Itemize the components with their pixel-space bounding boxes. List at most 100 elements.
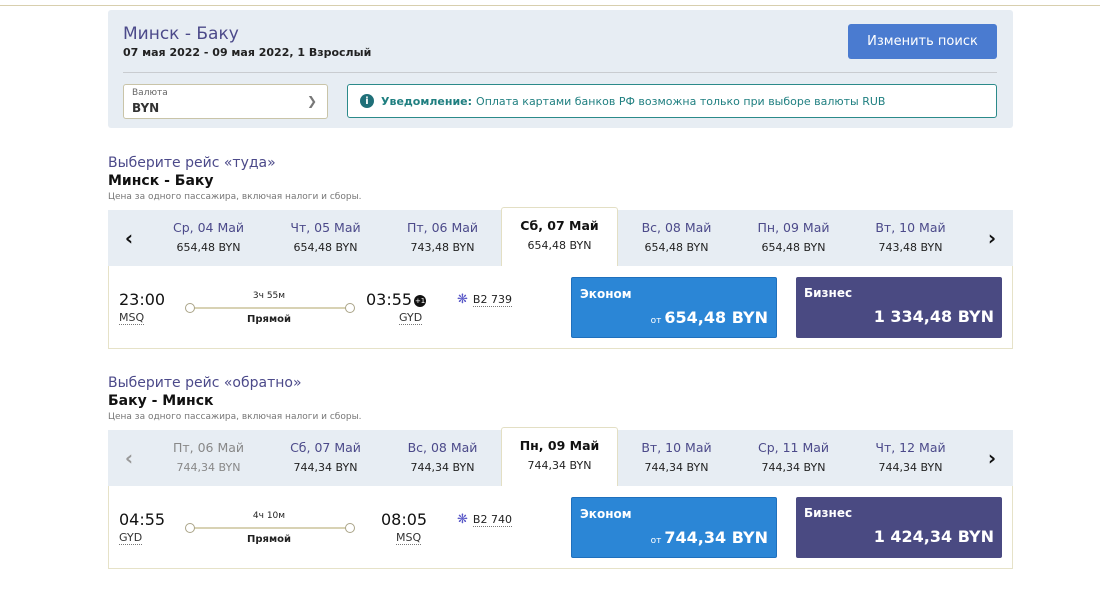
date-tab-price: 654,48 BYN: [761, 241, 826, 254]
section-route: Минск - Баку: [108, 173, 214, 189]
fare-price-value: 744,34 BYN: [664, 528, 768, 547]
flight-type: Прямой: [247, 534, 291, 545]
arrival-airport[interactable]: MSQ: [396, 531, 422, 545]
duration: 3ч 55м: [252, 291, 286, 301]
from-label: от: [650, 536, 662, 546]
date-tab[interactable]: Вт, 10 Май 744,34 BYN: [618, 430, 735, 486]
notice-label: Уведомление:: [381, 94, 473, 108]
date-tab-price: 654,48 BYN: [293, 241, 358, 254]
fare-name: Бизнес: [804, 286, 853, 300]
arrival-airport[interactable]: GYD: [399, 311, 423, 325]
departure-airport[interactable]: GYD: [119, 531, 143, 545]
date-tab[interactable]: Чт, 05 Май 654,48 BYN: [267, 210, 384, 266]
price-note: Цена за одного пассажира, включая налоги…: [108, 192, 362, 202]
fare-price: 1 424,34 BYN: [873, 527, 994, 546]
flight-number-text: B2 740: [472, 513, 512, 527]
economy-fare-button[interactable]: Эконом от 654,48 BYN: [571, 277, 777, 338]
date-tab[interactable]: Вт, 10 Май 743,48 BYN: [852, 210, 969, 266]
date-tab-price: 744,34 BYN: [176, 461, 241, 474]
business-fare-button[interactable]: Бизнес 1 424,34 BYN: [796, 497, 1002, 558]
chevron-right-icon[interactable]: ›: [987, 446, 997, 470]
route-line: [189, 307, 349, 309]
date-tab-price: 743,48 BYN: [878, 241, 943, 254]
search-summary: Минск - Баку 07 мая 2022 - 09 мая 2022, …: [108, 10, 1013, 128]
outbound-section: Выберите рейс «туда» Минск - Баку Цена з…: [108, 155, 1013, 349]
notice-banner: i Уведомление: Оплата картами банков РФ …: [347, 84, 997, 118]
date-tab-date: Чт, 05 Май: [290, 220, 361, 235]
origin-dot: [185, 303, 195, 313]
change-search-button[interactable]: Изменить поиск: [848, 24, 997, 59]
route-line: [189, 527, 349, 529]
section-heading: Выберите рейс «туда»: [108, 155, 276, 171]
date-tab[interactable]: Пн, 09 Май 654,48 BYN: [735, 210, 852, 266]
date-tab-date: Пт, 06 Май: [172, 440, 245, 455]
date-tab-date: Пн, 09 Май: [757, 220, 830, 235]
search-details: 07 мая 2022 - 09 мая 2022, 1 Взрослый: [123, 46, 372, 59]
date-strip: ‹ Ср, 04 Май 654,48 BYN Чт, 05 Май 654,4…: [108, 207, 1013, 267]
date-tab-date: Вт, 10 Май: [641, 440, 712, 455]
fare-name: Эконом: [580, 507, 632, 521]
date-tab-price: 744,34 BYN: [410, 461, 475, 474]
next-day-badge: +1: [414, 294, 427, 307]
date-tab-date: Вс, 08 Май: [641, 220, 712, 235]
flight-number[interactable]: ❋ B2 740: [457, 512, 512, 527]
date-tab-date: Вс, 08 Май: [407, 440, 478, 455]
currency-select[interactable]: Валюта BYN ❯: [123, 84, 328, 119]
currency-label: Валюта: [132, 88, 168, 98]
destination-dot: [345, 523, 355, 533]
origin-dot: [185, 523, 195, 533]
date-tab-price: 744,34 BYN: [878, 461, 943, 474]
date-tab[interactable]: Сб, 07 Май 744,34 BYN: [267, 430, 384, 486]
fare-price: от 654,48 BYN: [651, 308, 768, 327]
date-tab-price: 654,48 BYN: [176, 241, 241, 254]
arrival-time-text: 03:55: [366, 290, 413, 309]
date-tab[interactable]: Ср, 04 Май 654,48 BYN: [150, 210, 267, 266]
fare-price: от 744,34 BYN: [651, 528, 768, 547]
date-tab-price: 654,48 BYN: [527, 239, 592, 252]
economy-fare-button[interactable]: Эконом от 744,34 BYN: [571, 497, 777, 558]
date-tab[interactable]: Пн, 09 Май 744,34 BYN: [501, 427, 618, 487]
section-route: Баку - Минск: [108, 393, 214, 409]
business-fare-button[interactable]: Бизнес 1 334,48 BYN: [796, 277, 1002, 338]
flight-type: Прямой: [247, 314, 291, 325]
chevron-left-icon[interactable]: ‹: [124, 226, 134, 250]
flight-number[interactable]: ❋ B2 739: [457, 292, 512, 307]
flight-row[interactable]: 04:55 GYD 4ч 10м Прямой 08:05 MSQ ❋ B2 74…: [108, 486, 1013, 569]
arrival-time-text: 08:05: [381, 510, 428, 529]
date-tab-price: 744,34 BYN: [293, 461, 358, 474]
date-tab-date: Сб, 07 Май: [520, 218, 599, 233]
date-tab-date: Пн, 09 Май: [519, 438, 600, 453]
chevron-left-icon[interactable]: ‹: [124, 446, 134, 470]
route-title: Минск - Баку: [123, 24, 239, 44]
airline-logo-icon: ❋: [457, 512, 468, 527]
departure-airport[interactable]: MSQ: [119, 311, 145, 325]
arrival-time: 08:05: [381, 510, 427, 529]
date-tab[interactable]: Вс, 08 Май 744,34 BYN: [384, 430, 501, 486]
date-tab[interactable]: Чт, 12 Май 744,34 BYN: [852, 430, 969, 486]
flight-row[interactable]: 23:00 MSQ 3ч 55м Прямой 03:55 +1 GYD ❋ B2 …: [108, 266, 1013, 349]
date-tab[interactable]: Пт, 06 Май 743,48 BYN: [384, 210, 501, 266]
airline-logo-icon: ❋: [457, 292, 468, 307]
date-tab[interactable]: Пт, 06 Май 744,34 BYN: [150, 430, 267, 486]
date-tab[interactable]: Сб, 07 Май 654,48 BYN: [501, 207, 618, 267]
divider: [123, 72, 997, 73]
date-tab-date: Вт, 10 Май: [875, 220, 946, 235]
date-tab[interactable]: Ср, 11 Май 744,34 BYN: [735, 430, 852, 486]
date-tab-date: Пт, 06 Май: [406, 220, 479, 235]
inbound-section: Выберите рейс «обратно» Баку - Минск Цен…: [108, 375, 1013, 569]
fare-price-value: 654,48 BYN: [664, 308, 768, 327]
fare-price: 1 334,48 BYN: [873, 307, 994, 326]
chevron-right-icon[interactable]: ›: [987, 226, 997, 250]
info-icon: i: [360, 94, 374, 108]
fare-name: Бизнес: [804, 506, 853, 520]
departure-time: 23:00: [119, 290, 166, 309]
top-divider: [0, 5, 1100, 6]
date-tab[interactable]: Вс, 08 Май 654,48 BYN: [618, 210, 735, 266]
from-label: от: [650, 316, 662, 326]
date-tab-price: 744,34 BYN: [527, 459, 592, 472]
date-strip: ‹ Пт, 06 Май 744,34 BYN Сб, 07 Май 744,3…: [108, 427, 1013, 487]
chevron-down-icon: ❯: [306, 94, 317, 108]
date-tab-price: 743,48 BYN: [410, 241, 475, 254]
fare-name: Эконом: [580, 287, 632, 301]
departure-time: 04:55: [119, 510, 166, 529]
